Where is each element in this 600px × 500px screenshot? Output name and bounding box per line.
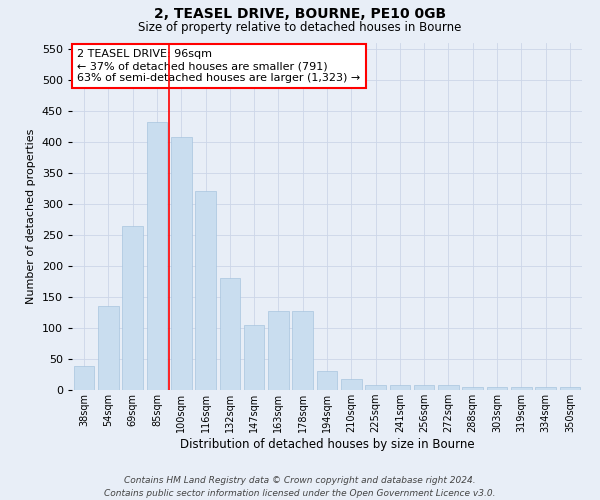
Bar	[98, 306, 119, 390]
Bar	[341, 379, 362, 390]
X-axis label: Distribution of detached houses by size in Bourne: Distribution of detached houses by size …	[179, 438, 475, 451]
Bar	[74, 366, 94, 390]
Bar	[171, 137, 191, 390]
Bar	[292, 310, 313, 390]
Text: Contains HM Land Registry data © Crown copyright and database right 2024.
Contai: Contains HM Land Registry data © Crown c…	[104, 476, 496, 498]
Bar	[487, 387, 508, 390]
Text: 2 TEASEL DRIVE: 96sqm
← 37% of detached houses are smaller (791)
63% of semi-det: 2 TEASEL DRIVE: 96sqm ← 37% of detached …	[77, 50, 361, 82]
Bar	[220, 278, 240, 390]
Bar	[268, 310, 289, 390]
Text: Size of property relative to detached houses in Bourne: Size of property relative to detached ho…	[139, 21, 461, 34]
Bar	[414, 385, 434, 390]
Bar	[535, 387, 556, 390]
Bar	[560, 387, 580, 390]
Bar	[146, 122, 167, 390]
Bar	[244, 325, 265, 390]
Text: 2, TEASEL DRIVE, BOURNE, PE10 0GB: 2, TEASEL DRIVE, BOURNE, PE10 0GB	[154, 8, 446, 22]
Bar	[511, 387, 532, 390]
Bar	[389, 385, 410, 390]
Bar	[463, 387, 483, 390]
Bar	[317, 372, 337, 390]
Y-axis label: Number of detached properties: Number of detached properties	[26, 128, 36, 304]
Bar	[122, 226, 143, 390]
Bar	[438, 385, 459, 390]
Bar	[195, 192, 216, 390]
Bar	[365, 385, 386, 390]
